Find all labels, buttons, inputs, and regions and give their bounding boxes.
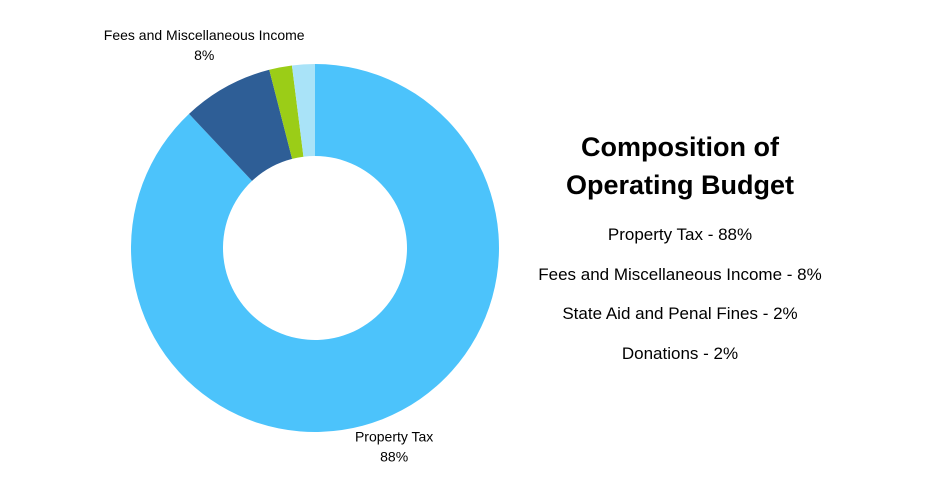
legend-entry: Property Tax - 88%: [607, 225, 753, 244]
donut-slice: [269, 65, 304, 159]
chart-title: Composition of Operating Budget: [566, 132, 794, 200]
legend-entry: Donations - 2%: [621, 343, 739, 363]
donut-slice: [131, 64, 500, 433]
donut-slice: [291, 64, 315, 157]
slice-value-label: 8%: [194, 47, 214, 63]
slice-value-label: 88%: [380, 449, 408, 465]
slice-category-label: Fees and Miscellaneous Income: [104, 27, 305, 43]
legend: Property Tax - 88% Fees and Miscellaneous…: [500, 222, 860, 380]
donut-slice: [189, 69, 293, 181]
slice-category-label: Property Tax: [355, 429, 433, 445]
legend-entry: State Aid and Penal Fines - 2%: [562, 304, 798, 323]
legend-entry: Fees and Miscellaneous Income - 8%: [538, 264, 822, 284]
